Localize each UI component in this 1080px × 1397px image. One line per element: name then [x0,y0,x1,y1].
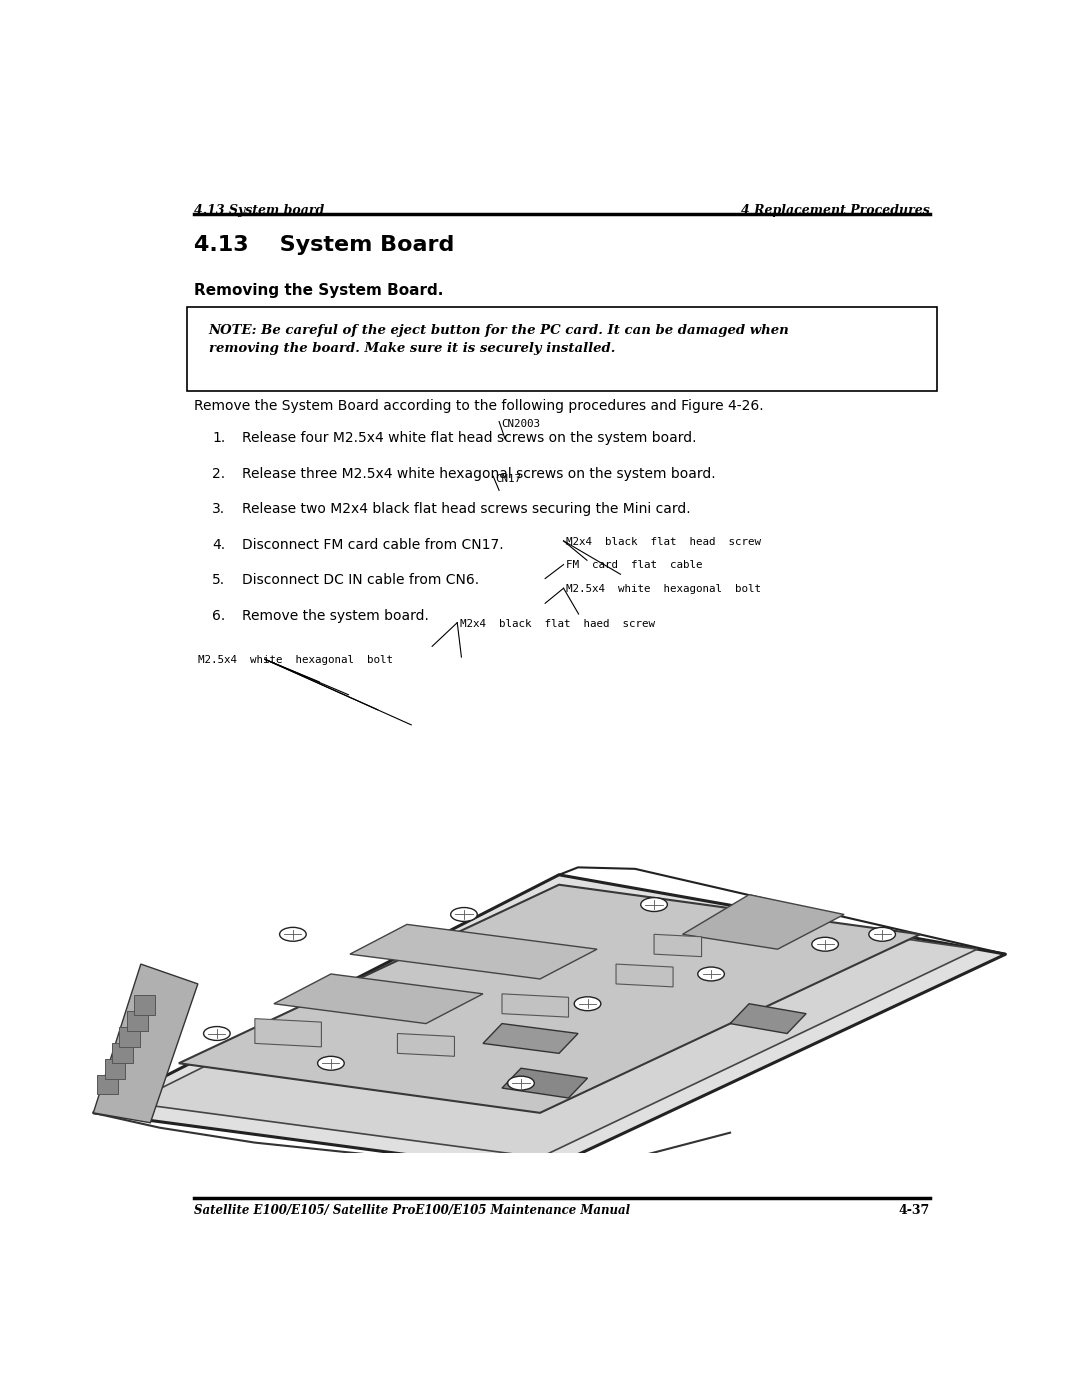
Text: Figure 4-26 Removing the system board: Figure 4-26 Removing the system board [411,1073,696,1087]
Text: M2x4  black  flat  haed  screw: M2x4 black flat haed screw [460,619,654,630]
Bar [134,995,156,1014]
Polygon shape [179,884,920,1113]
Polygon shape [274,974,483,1024]
Text: 4.13    System Board: 4.13 System Board [193,236,454,256]
Text: Release three M2.5x4 white hexagonal screws on the system board.: Release three M2.5x4 white hexagonal scr… [242,467,716,481]
Polygon shape [730,1003,806,1034]
Polygon shape [255,1018,322,1046]
Text: 2.: 2. [213,467,226,481]
Bar [97,1074,118,1094]
FancyBboxPatch shape [187,307,936,391]
Text: 4.13 System board: 4.13 System board [193,204,324,217]
Text: NOTE: Be careful of the eject button for the PC card. It can be damaged when
rem: NOTE: Be careful of the eject button for… [208,324,789,355]
Text: Disconnect DC IN cable from CN6.: Disconnect DC IN cable from CN6. [242,573,480,587]
Circle shape [868,928,895,942]
Circle shape [640,898,667,911]
Text: Removing the System Board.: Removing the System Board. [193,282,443,298]
Bar [112,1042,133,1063]
Polygon shape [350,925,597,979]
Text: Remove the System Board according to the following procedures and Figure 4-26.: Remove the System Board according to the… [193,400,764,414]
Text: Remove the system board.: Remove the system board. [242,609,429,623]
Polygon shape [616,964,673,986]
Polygon shape [654,935,702,957]
Text: M2.5x4  white  hexagonal  bolt: M2.5x4 white hexagonal bolt [566,584,761,594]
Circle shape [203,1027,230,1041]
Text: 4.: 4. [213,538,226,552]
Text: Disconnect FM card cable from CN17.: Disconnect FM card cable from CN17. [242,538,503,552]
Polygon shape [683,894,845,949]
Circle shape [280,928,307,942]
Text: 3.: 3. [213,502,226,515]
Bar [126,1011,148,1031]
Text: 6.: 6. [212,609,226,623]
Text: Release four M2.5x4 white flat head screws on the system board.: Release four M2.5x4 white flat head scre… [242,432,697,446]
Polygon shape [483,1024,578,1053]
Circle shape [575,997,600,1010]
Circle shape [508,1076,535,1090]
Text: CN17: CN17 [495,474,521,485]
Text: M2.5x4  white  hexagonal  bolt: M2.5x4 white hexagonal bolt [198,655,393,665]
Circle shape [450,908,477,922]
Text: Satellite E100/E105/ Satellite ProE100/E105 Maintenance Manual: Satellite E100/E105/ Satellite ProE100/E… [193,1204,630,1217]
Polygon shape [502,993,568,1017]
Polygon shape [132,890,977,1158]
Polygon shape [397,1034,455,1056]
Text: 4 Replacement Procedures: 4 Replacement Procedures [741,204,930,217]
Polygon shape [93,875,1005,1172]
Circle shape [812,937,838,951]
Text: 4-37: 4-37 [899,1204,930,1217]
Text: FM  card  flat  cable: FM card flat cable [566,560,703,570]
Bar [105,1059,125,1078]
Text: Release two M2x4 black flat head screws securing the Mini card.: Release two M2x4 black flat head screws … [242,502,691,515]
Text: 5.: 5. [213,573,226,587]
Circle shape [698,967,725,981]
Polygon shape [93,964,198,1123]
Circle shape [318,1056,345,1070]
Text: 1.: 1. [212,432,226,446]
Text: CN2003: CN2003 [501,419,540,429]
Polygon shape [502,1069,588,1098]
Text: M2x4  black  flat  head  screw: M2x4 black flat head screw [566,536,761,546]
Bar [120,1027,140,1046]
